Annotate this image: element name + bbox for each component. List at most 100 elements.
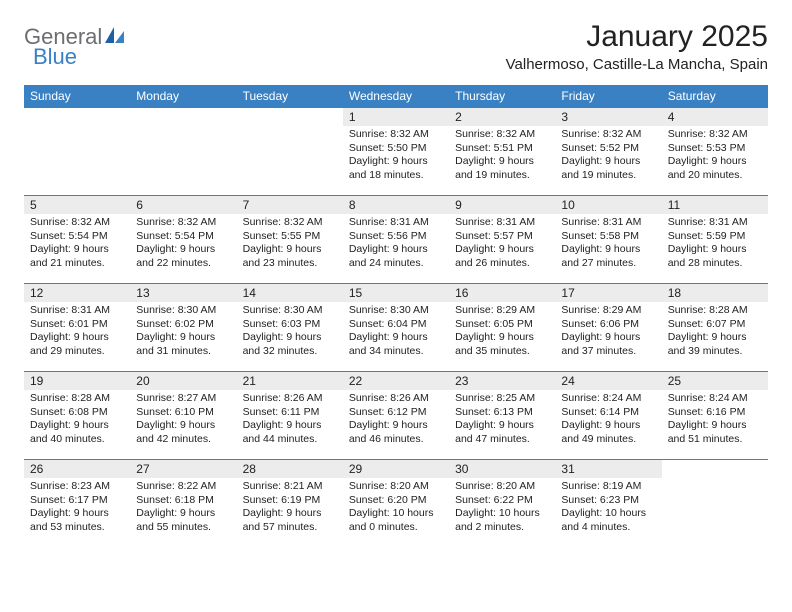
calendar-day-cell: 12Sunrise: 8:31 AMSunset: 6:01 PMDayligh…	[24, 284, 130, 372]
day-details: Sunrise: 8:32 AMSunset: 5:55 PMDaylight:…	[237, 214, 343, 275]
calendar-body: 1Sunrise: 8:32 AMSunset: 5:50 PMDaylight…	[24, 108, 768, 548]
calendar-day-cell: 10Sunrise: 8:31 AMSunset: 5:58 PMDayligh…	[555, 196, 661, 284]
day-details: Sunrise: 8:25 AMSunset: 6:13 PMDaylight:…	[449, 390, 555, 451]
day-number: 31	[555, 460, 661, 478]
calendar-day-cell: 31Sunrise: 8:19 AMSunset: 6:23 PMDayligh…	[555, 460, 661, 548]
calendar-day-cell: 27Sunrise: 8:22 AMSunset: 6:18 PMDayligh…	[130, 460, 236, 548]
day-number: 26	[24, 460, 130, 478]
calendar-day-cell: 16Sunrise: 8:29 AMSunset: 6:05 PMDayligh…	[449, 284, 555, 372]
day-details: Sunrise: 8:30 AMSunset: 6:03 PMDaylight:…	[237, 302, 343, 363]
day-number: 8	[343, 196, 449, 214]
calendar-day-cell: 26Sunrise: 8:23 AMSunset: 6:17 PMDayligh…	[24, 460, 130, 548]
day-details: Sunrise: 8:19 AMSunset: 6:23 PMDaylight:…	[555, 478, 661, 539]
day-number: 9	[449, 196, 555, 214]
day-number: 18	[662, 284, 768, 302]
calendar-table: SundayMondayTuesdayWednesdayThursdayFrid…	[24, 85, 768, 548]
weekday-header: Tuesday	[237, 85, 343, 108]
logo-text-blue-wrap: Blue	[33, 44, 77, 70]
calendar-day-cell: 23Sunrise: 8:25 AMSunset: 6:13 PMDayligh…	[449, 372, 555, 460]
logo-text-blue: Blue	[33, 44, 77, 69]
calendar-day-cell	[237, 108, 343, 196]
calendar-day-cell: 2Sunrise: 8:32 AMSunset: 5:51 PMDaylight…	[449, 108, 555, 196]
day-details: Sunrise: 8:31 AMSunset: 5:59 PMDaylight:…	[662, 214, 768, 275]
day-number: 21	[237, 372, 343, 390]
day-number: 1	[343, 108, 449, 126]
calendar-head: SundayMondayTuesdayWednesdayThursdayFrid…	[24, 85, 768, 108]
day-number: 7	[237, 196, 343, 214]
day-details: Sunrise: 8:20 AMSunset: 6:22 PMDaylight:…	[449, 478, 555, 539]
title-block: January 2025 Valhermoso, Castille-La Man…	[506, 20, 768, 73]
calendar-day-cell: 3Sunrise: 8:32 AMSunset: 5:52 PMDaylight…	[555, 108, 661, 196]
calendar-day-cell: 14Sunrise: 8:30 AMSunset: 6:03 PMDayligh…	[237, 284, 343, 372]
calendar-day-cell: 18Sunrise: 8:28 AMSunset: 6:07 PMDayligh…	[662, 284, 768, 372]
day-number: 20	[130, 372, 236, 390]
calendar-day-cell: 13Sunrise: 8:30 AMSunset: 6:02 PMDayligh…	[130, 284, 236, 372]
calendar-week-row: 26Sunrise: 8:23 AMSunset: 6:17 PMDayligh…	[24, 460, 768, 548]
day-number: 4	[662, 108, 768, 126]
day-number: 14	[237, 284, 343, 302]
day-details: Sunrise: 8:31 AMSunset: 6:01 PMDaylight:…	[24, 302, 130, 363]
day-details: Sunrise: 8:32 AMSunset: 5:51 PMDaylight:…	[449, 126, 555, 187]
calendar-week-row: 1Sunrise: 8:32 AMSunset: 5:50 PMDaylight…	[24, 108, 768, 196]
weekday-header: Thursday	[449, 85, 555, 108]
day-number: 5	[24, 196, 130, 214]
calendar-week-row: 5Sunrise: 8:32 AMSunset: 5:54 PMDaylight…	[24, 196, 768, 284]
day-details: Sunrise: 8:28 AMSunset: 6:08 PMDaylight:…	[24, 390, 130, 451]
day-details: Sunrise: 8:30 AMSunset: 6:02 PMDaylight:…	[130, 302, 236, 363]
day-number: 12	[24, 284, 130, 302]
day-details: Sunrise: 8:31 AMSunset: 5:58 PMDaylight:…	[555, 214, 661, 275]
day-number: 13	[130, 284, 236, 302]
weekday-row: SundayMondayTuesdayWednesdayThursdayFrid…	[24, 85, 768, 108]
day-details: Sunrise: 8:23 AMSunset: 6:17 PMDaylight:…	[24, 478, 130, 539]
calendar-day-cell	[130, 108, 236, 196]
calendar-day-cell: 30Sunrise: 8:20 AMSunset: 6:22 PMDayligh…	[449, 460, 555, 548]
day-details: Sunrise: 8:22 AMSunset: 6:18 PMDaylight:…	[130, 478, 236, 539]
day-number: 23	[449, 372, 555, 390]
day-details: Sunrise: 8:30 AMSunset: 6:04 PMDaylight:…	[343, 302, 449, 363]
day-details: Sunrise: 8:28 AMSunset: 6:07 PMDaylight:…	[662, 302, 768, 363]
calendar-day-cell: 8Sunrise: 8:31 AMSunset: 5:56 PMDaylight…	[343, 196, 449, 284]
day-details: Sunrise: 8:27 AMSunset: 6:10 PMDaylight:…	[130, 390, 236, 451]
calendar-day-cell: 17Sunrise: 8:29 AMSunset: 6:06 PMDayligh…	[555, 284, 661, 372]
calendar-day-cell: 7Sunrise: 8:32 AMSunset: 5:55 PMDaylight…	[237, 196, 343, 284]
calendar-week-row: 12Sunrise: 8:31 AMSunset: 6:01 PMDayligh…	[24, 284, 768, 372]
month-title: January 2025	[506, 20, 768, 54]
day-details: Sunrise: 8:29 AMSunset: 6:06 PMDaylight:…	[555, 302, 661, 363]
day-number: 22	[343, 372, 449, 390]
calendar-day-cell: 9Sunrise: 8:31 AMSunset: 5:57 PMDaylight…	[449, 196, 555, 284]
day-details: Sunrise: 8:32 AMSunset: 5:54 PMDaylight:…	[130, 214, 236, 275]
day-number: 29	[343, 460, 449, 478]
calendar-day-cell: 1Sunrise: 8:32 AMSunset: 5:50 PMDaylight…	[343, 108, 449, 196]
day-details: Sunrise: 8:26 AMSunset: 6:12 PMDaylight:…	[343, 390, 449, 451]
calendar-day-cell: 6Sunrise: 8:32 AMSunset: 5:54 PMDaylight…	[130, 196, 236, 284]
weekday-header: Saturday	[662, 85, 768, 108]
day-number: 6	[130, 196, 236, 214]
calendar-day-cell: 28Sunrise: 8:21 AMSunset: 6:19 PMDayligh…	[237, 460, 343, 548]
day-details: Sunrise: 8:32 AMSunset: 5:50 PMDaylight:…	[343, 126, 449, 187]
day-number: 25	[662, 372, 768, 390]
day-number: 10	[555, 196, 661, 214]
day-details: Sunrise: 8:20 AMSunset: 6:20 PMDaylight:…	[343, 478, 449, 539]
calendar-day-cell: 21Sunrise: 8:26 AMSunset: 6:11 PMDayligh…	[237, 372, 343, 460]
day-details: Sunrise: 8:32 AMSunset: 5:53 PMDaylight:…	[662, 126, 768, 187]
calendar-day-cell: 19Sunrise: 8:28 AMSunset: 6:08 PMDayligh…	[24, 372, 130, 460]
calendar-day-cell: 22Sunrise: 8:26 AMSunset: 6:12 PMDayligh…	[343, 372, 449, 460]
calendar-week-row: 19Sunrise: 8:28 AMSunset: 6:08 PMDayligh…	[24, 372, 768, 460]
calendar-day-cell: 4Sunrise: 8:32 AMSunset: 5:53 PMDaylight…	[662, 108, 768, 196]
calendar-day-cell	[24, 108, 130, 196]
calendar-day-cell: 11Sunrise: 8:31 AMSunset: 5:59 PMDayligh…	[662, 196, 768, 284]
day-number: 28	[237, 460, 343, 478]
header: General January 2025 Valhermoso, Castill…	[24, 20, 768, 73]
day-details: Sunrise: 8:31 AMSunset: 5:57 PMDaylight:…	[449, 214, 555, 275]
day-number: 11	[662, 196, 768, 214]
day-details: Sunrise: 8:32 AMSunset: 5:52 PMDaylight:…	[555, 126, 661, 187]
logo-sail-icon	[104, 25, 126, 50]
weekday-header: Sunday	[24, 85, 130, 108]
day-number: 19	[24, 372, 130, 390]
day-details: Sunrise: 8:24 AMSunset: 6:14 PMDaylight:…	[555, 390, 661, 451]
location-text: Valhermoso, Castille-La Mancha, Spain	[506, 56, 768, 73]
weekday-header: Monday	[130, 85, 236, 108]
calendar-day-cell	[662, 460, 768, 548]
day-number: 16	[449, 284, 555, 302]
calendar-day-cell: 24Sunrise: 8:24 AMSunset: 6:14 PMDayligh…	[555, 372, 661, 460]
